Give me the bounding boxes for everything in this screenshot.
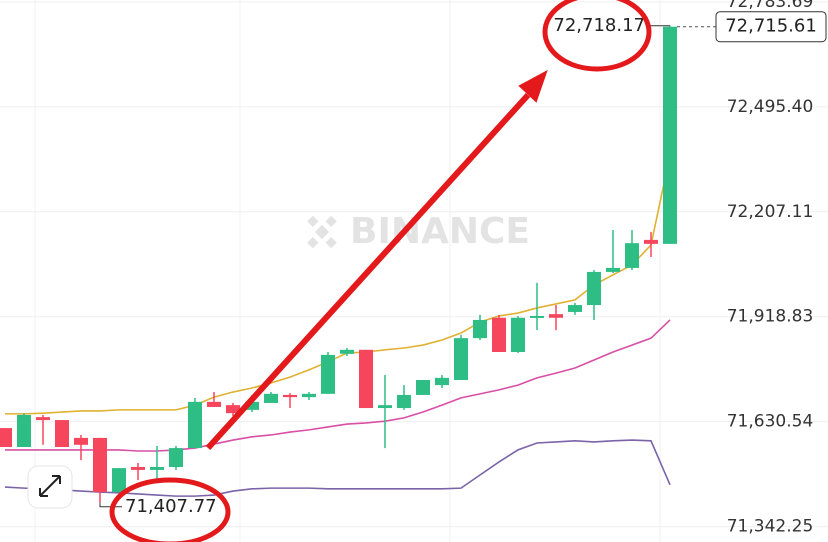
highlight-circle [109,477,231,542]
candle-body [264,393,278,403]
watermark-logo [307,215,337,249]
y-tick-label: 72,783.69 [727,0,814,12]
y-tick-label: 71,342.25 [727,517,814,537]
candle-body [587,271,601,306]
last-price-box [715,11,827,43]
candle-body [549,314,563,318]
candle-body [17,414,31,447]
annotation-marks [109,0,652,542]
arrow-head [518,69,548,103]
candle-body [245,401,259,410]
candle-body [226,405,240,414]
y-tick-label: 71,630.54 [727,412,814,432]
plot [0,25,677,503]
candle-body [397,394,411,409]
candle-body [302,393,316,398]
candle-body [36,417,50,421]
candle-body [131,467,145,470]
candle-body [188,401,202,449]
candle-body [378,405,392,409]
candle-body [606,267,620,272]
moving-average-line [5,154,671,415]
high-label: 72,718.17 [553,15,645,36]
candle-body [340,349,354,354]
watermark-text: BINANCE [350,211,530,252]
arrow-shaft [205,92,531,451]
candle-body [55,420,69,447]
candle-body [150,467,164,470]
candle-body [663,26,677,244]
candle-body [0,428,12,447]
candle-body [530,315,544,318]
watermark: BINANCE [307,211,530,252]
y-tick-label: 72,495.40 [727,97,814,117]
moving-average-line [5,319,671,452]
candle-body [644,239,658,244]
candle-body [93,437,107,493]
candle-body [568,305,582,312]
y-tick-label: 72,207.11 [727,202,814,222]
annotations: 72,718.17 71,407.77 72,715.61 [99,11,827,517]
candle-body [321,354,335,394]
vertical-grid [34,0,661,542]
candle-body [625,243,639,268]
candle-body [492,317,506,352]
expand-button[interactable] [27,465,73,509]
moving-average-line [4,439,671,497]
candle-body [473,319,487,339]
candle-body [454,338,468,381]
candle-body [207,401,221,407]
last-price-label: 72,715.61 [725,16,817,37]
candle-body [74,437,88,445]
candle-body [511,317,525,352]
candle-body [435,377,449,386]
candle-body [283,394,297,398]
candle-body [169,448,183,468]
expand-icon [39,475,61,497]
low-label: 71,407.77 [125,496,217,517]
candle-body [359,349,373,409]
candle-body [416,380,430,395]
highlight-circle [542,0,652,72]
candle-body [112,468,126,493]
y-tick-label: 71,918.83 [727,307,814,327]
